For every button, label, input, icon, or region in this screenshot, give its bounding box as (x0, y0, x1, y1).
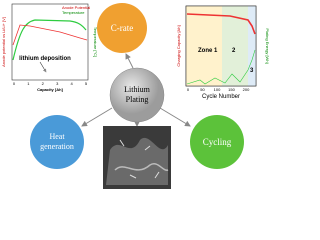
sem-image (103, 126, 171, 189)
x-tick-label: 4 (70, 81, 73, 86)
y-label: Anode potential vs Li/Li+ [V] (1, 17, 6, 67)
plot-frame (11, 3, 89, 81)
diagram: Anode potential vs Li/Li+ [V] Temperatur… (1, 3, 270, 189)
x-tick-label: 3 (56, 81, 59, 86)
zone-2 (222, 6, 248, 86)
node-label: Cycling (203, 137, 232, 147)
cycling-node (190, 115, 244, 169)
energy-curve (186, 49, 256, 85)
x-tick-label: 150 (228, 87, 235, 92)
capacity-curve (186, 13, 256, 35)
legend-entry: Temperature (62, 10, 85, 15)
zone-1 (186, 6, 222, 86)
y2-label: Temperature [°C] (93, 27, 98, 57)
x-label: Capacity [Ah] (37, 87, 63, 92)
legend-entry: Anode Potential (62, 5, 90, 10)
zone-label: Zone 1 (198, 48, 218, 54)
center-node (109, 67, 165, 123)
node-label: C-rate (111, 23, 134, 33)
heat-node (30, 115, 84, 169)
center-label: Lithium (124, 85, 151, 94)
x-tick-label: 5 (85, 81, 88, 86)
potential-curve (12, 24, 88, 46)
x-tick-label: 200 (243, 87, 250, 92)
x-tick-label: 2 (42, 81, 45, 86)
zone-label: 3 (250, 68, 254, 74)
temperature-curve (12, 19, 87, 61)
y-label: Charging Capacity [Ah] (176, 25, 181, 66)
zone-label: 2 (232, 48, 236, 54)
zone-3 (248, 6, 256, 86)
annotation: lithium deposition (19, 56, 71, 62)
x-tick-label: 100 (214, 87, 221, 92)
x-tick-label: 0 (13, 81, 16, 86)
node-label: generation (40, 142, 74, 151)
y2-label: Plating Energy [Wh] (265, 28, 270, 63)
x-tick-label: 0 (187, 87, 190, 92)
c-rate-node (97, 3, 147, 53)
right-plot: Charging Capacity [Ah] Plating Energy [W… (176, 5, 270, 100)
x-tick-label: 50 (200, 87, 205, 92)
arrows (81, 53, 191, 127)
x-label: Cycle Number (202, 94, 240, 100)
node-label: Heat (49, 132, 65, 141)
left-plot: Anode potential vs Li/Li+ [V] Temperatur… (1, 3, 98, 92)
center-label: Plating (126, 95, 149, 104)
x-tick-label: 1 (27, 81, 30, 86)
